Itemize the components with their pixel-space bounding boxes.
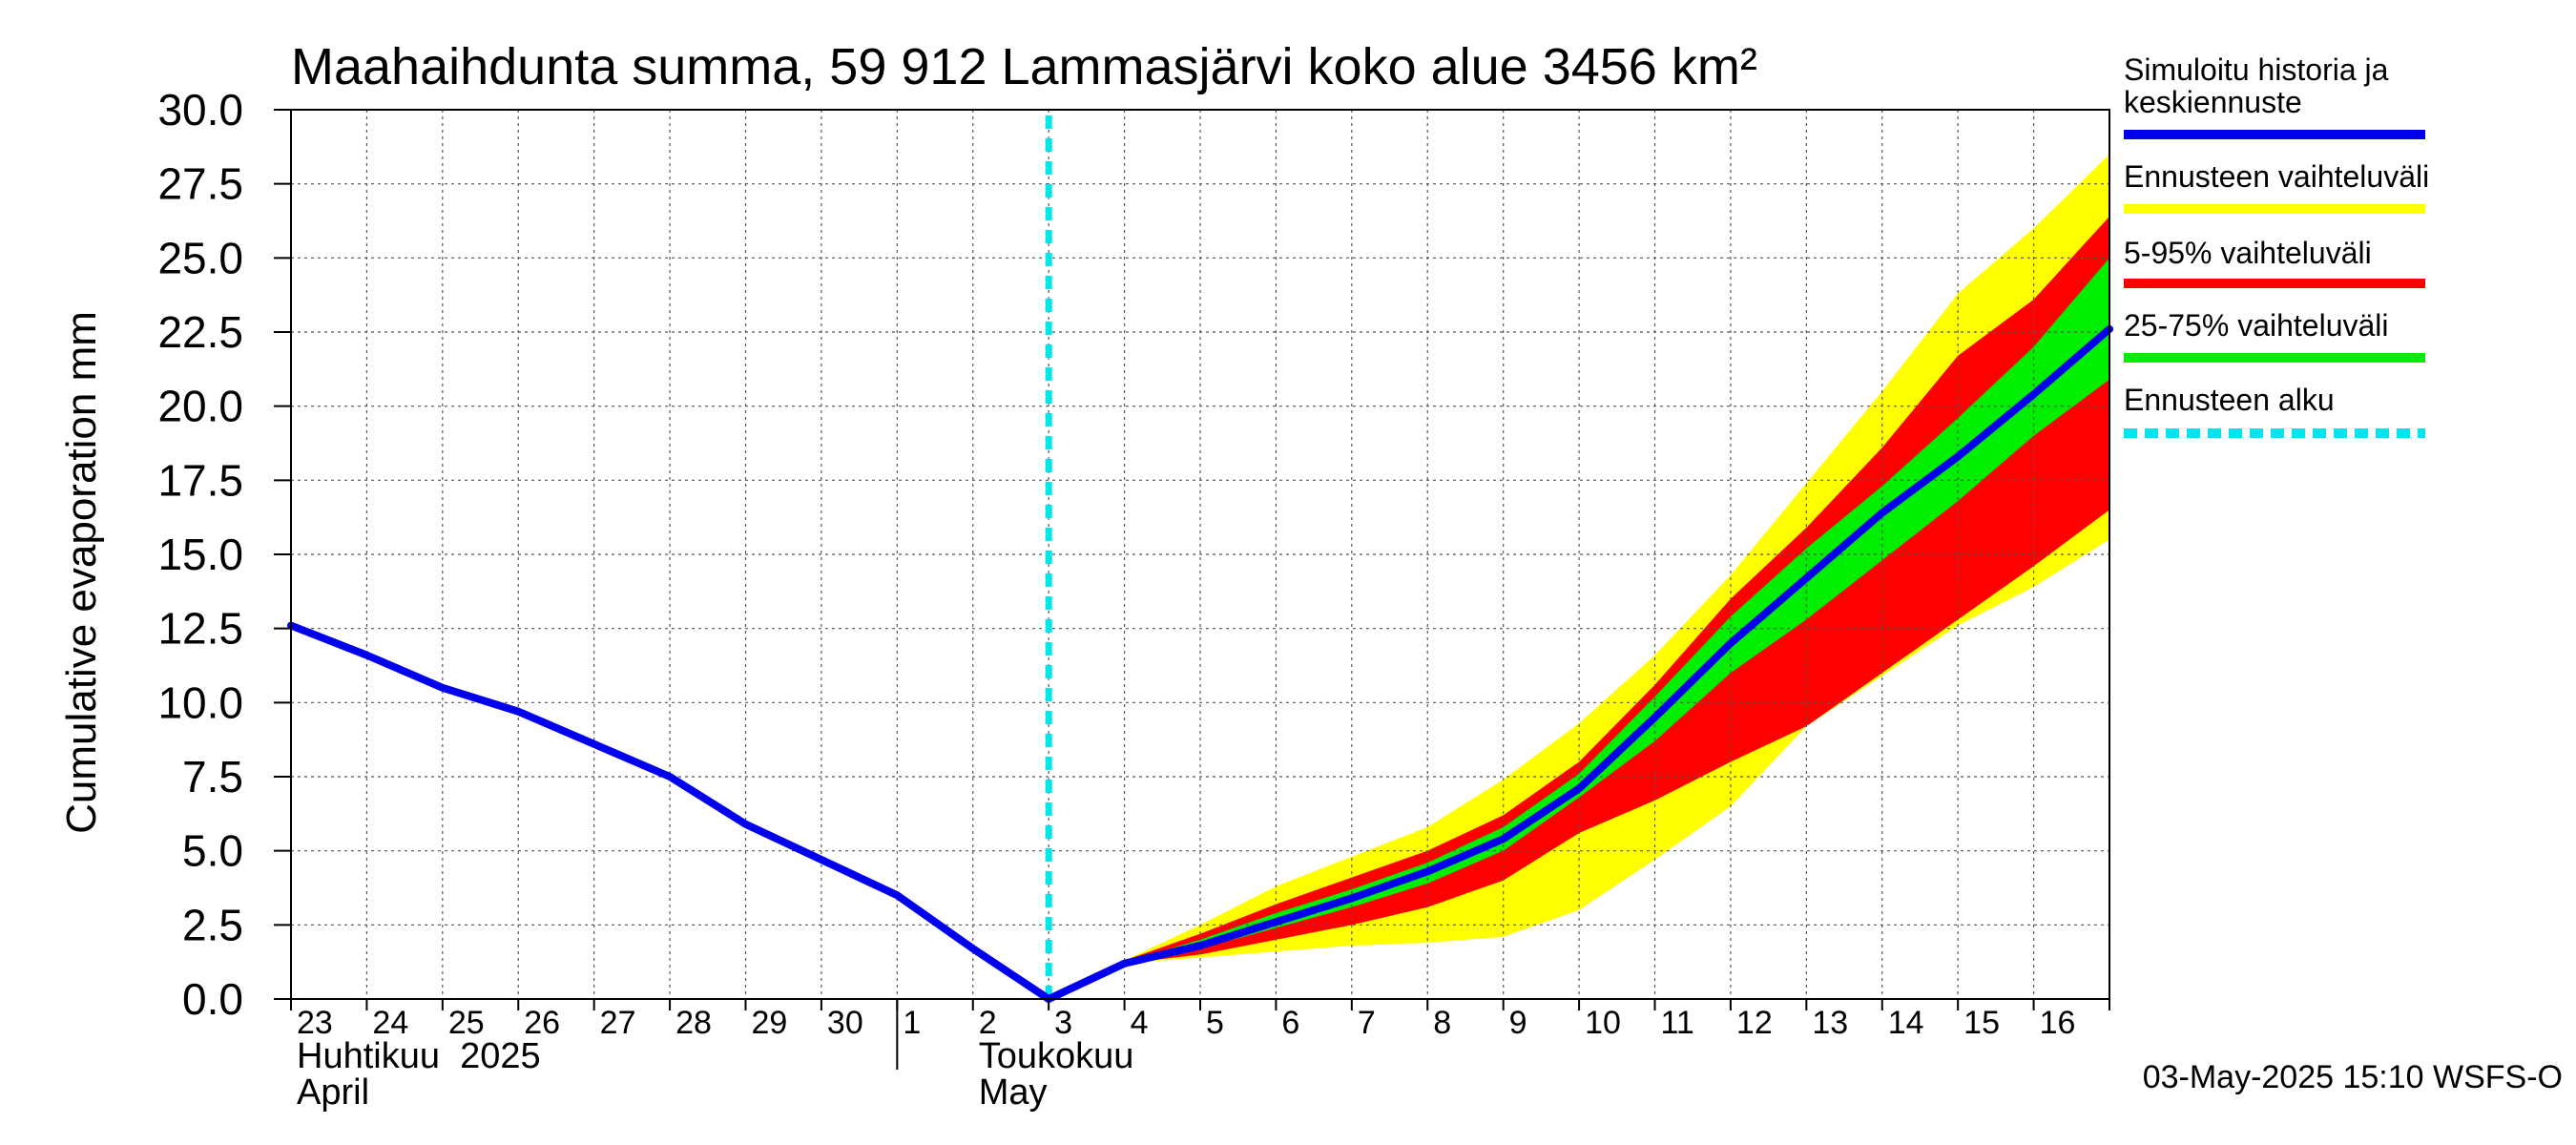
x-day-label: 11	[1661, 1005, 1694, 1041]
forecast-bands	[1049, 154, 2109, 1000]
legend-label-ennusteen-vaihteluv-li: Ennusteen vaihteluväli	[2124, 159, 2429, 194]
y-tick-label: 5.0	[182, 826, 243, 876]
month-label-en: April	[297, 1072, 369, 1113]
y-tick-label: 15.0	[157, 530, 243, 579]
band-5-95-vaihteluv-li	[1049, 216, 2109, 1000]
y-tick-label: 27.5	[157, 159, 243, 209]
y-tick-label: 7.5	[182, 752, 243, 802]
legend-label-ennusteen-alku: Ennusteen alku	[2124, 383, 2335, 417]
x-day-label: 26	[524, 1005, 560, 1041]
grid	[291, 110, 2109, 999]
y-tick-label: 22.5	[157, 307, 243, 357]
x-day-label: 28	[675, 1005, 712, 1041]
x-day-label: 9	[1509, 1005, 1527, 1041]
y-tick-label: 17.5	[157, 455, 243, 505]
legend-label-simuloitu-historia-ja-keskiennuste: Simuloitu historia ja	[2124, 52, 2389, 87]
x-day-label: 16	[2040, 1005, 2076, 1041]
y-tick-label: 30.0	[157, 85, 243, 135]
x-day-label: 1	[903, 1005, 921, 1041]
month-label-fi: Toukokuu	[979, 1036, 1134, 1076]
x-axis: 23 24 25 26 27 28 29 30 1 2 3 4 5 6 7 8 9 10 11 12 13 14 15 16H…	[290, 999, 2110, 1113]
x-day-label: 5	[1206, 1005, 1224, 1041]
x-day-label: 30	[827, 1005, 863, 1041]
x-day-label: 27	[600, 1005, 636, 1041]
footer-timestamp: 03-May-2025 15:10 WSFS-O	[2143, 1059, 2563, 1095]
y-axis-label: Cumulative evaporation mm	[58, 311, 105, 834]
history-line	[287, 621, 1053, 1003]
x-day-label: 29	[752, 1005, 788, 1041]
x-day-label: 15	[1963, 1005, 2000, 1041]
x-day-label: 6	[1281, 1005, 1299, 1041]
x-day-label: 24	[372, 1005, 408, 1041]
y-tick-label: 20.0	[157, 382, 243, 431]
series-lines	[287, 324, 2113, 1003]
x-day-label: 14	[1888, 1005, 1924, 1041]
y-axis: 0.0 2.5 5.0 7.5 10.0 12.5 15.0 17.5 20.0 22.5 25.0…	[157, 85, 291, 1024]
y-tick-label: 2.5	[182, 900, 243, 949]
month-label-fi: Huhtikuu 2025	[297, 1036, 541, 1076]
y-tick-label: 0.0	[182, 974, 243, 1024]
chart-title: Maahaihdunta summa, 59 912 Lammasjärvi k…	[291, 38, 1757, 95]
x-day-label: 12	[1736, 1005, 1773, 1041]
y-tick-label: 12.5	[157, 604, 243, 654]
x-day-label: 23	[297, 1005, 333, 1041]
x-day-label: 25	[448, 1005, 485, 1041]
median-forecast-line	[1045, 324, 2113, 1003]
y-tick-label: 10.0	[157, 677, 243, 727]
legend-label-25-75-vaihteluv-li: 25-75% vaihteluväli	[2124, 308, 2389, 343]
x-day-label: 3	[1054, 1005, 1072, 1041]
x-day-label: 13	[1812, 1005, 1848, 1041]
x-day-label: 2	[979, 1005, 997, 1041]
x-day-label: 4	[1131, 1005, 1149, 1041]
month-label-en: May	[979, 1072, 1048, 1113]
x-day-label: 7	[1358, 1005, 1376, 1041]
x-day-label: 10	[1585, 1005, 1621, 1041]
legend-label-simuloitu-historia-ja-keskiennuste: keskiennuste	[2124, 85, 2302, 119]
y-tick-label: 25.0	[157, 233, 243, 282]
x-day-label: 8	[1433, 1005, 1451, 1041]
legend-label-5-95-vaihteluv-li: 5-95% vaihteluväli	[2124, 236, 2372, 270]
